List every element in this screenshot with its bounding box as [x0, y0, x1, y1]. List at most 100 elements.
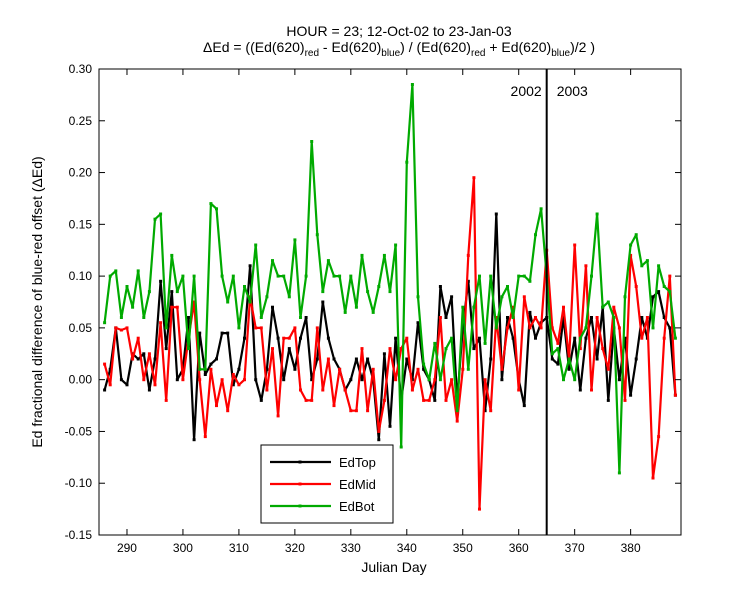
edbot-point [489, 274, 493, 278]
edbot-point [634, 233, 638, 237]
edbot-point [164, 326, 168, 330]
edbot-point [450, 336, 454, 340]
edmid-point [293, 326, 297, 330]
edtop-point [354, 357, 358, 361]
edmid-point [461, 367, 465, 371]
edtop-point [299, 336, 302, 340]
edbot-point [349, 274, 353, 278]
y-tick-label: 0.10 [69, 269, 93, 283]
legend-label-edtop: EdTop [339, 455, 376, 470]
edtop-point [522, 404, 526, 408]
subtitle-part: ΔEd = ((Ed(620) [203, 39, 305, 55]
edbot-point [315, 233, 319, 237]
edbot-point [248, 300, 252, 304]
edbot-point [640, 264, 644, 268]
edbot-point [500, 295, 504, 299]
edtop-point [483, 409, 487, 413]
edbot-point [388, 290, 392, 294]
edtop-point [410, 378, 414, 382]
edbot-point [343, 310, 347, 314]
edbot-point [595, 212, 599, 216]
edtop-point [187, 316, 190, 319]
edmid-point [198, 378, 202, 382]
edtop-point [472, 347, 476, 351]
edtop-point [119, 378, 123, 382]
edtop-point [567, 367, 571, 371]
y-tick-label: 0.20 [69, 166, 93, 180]
chart-subtitle: ΔEd = ((Ed(620)red - Ed(620)blue) / (Ed(… [203, 39, 595, 59]
edbot-point [259, 316, 263, 319]
edbot-point [243, 285, 246, 288]
edmid-point [645, 316, 649, 319]
edmid-point [606, 367, 610, 371]
edbot-point [483, 341, 487, 345]
edtop-point [590, 316, 593, 319]
legend-label-edmid: EdMid [339, 477, 376, 492]
edbot-point [170, 253, 174, 257]
edbot-point [444, 347, 448, 351]
edtop-point [170, 290, 174, 294]
edbot-point [573, 378, 577, 382]
edbot-point [550, 352, 554, 356]
edtop-point [584, 336, 588, 340]
edtop-point [321, 300, 325, 304]
edbot-point [427, 378, 431, 382]
edbot-point [668, 290, 672, 294]
edmid-point [209, 367, 213, 371]
edtop-point [394, 336, 398, 340]
edbot-point [377, 285, 381, 288]
edbot-point [108, 274, 112, 278]
edmid-point [416, 367, 420, 371]
edtop-point [578, 388, 582, 392]
edbot-point [517, 274, 521, 278]
edtop-point [282, 378, 286, 382]
edtop-point [226, 331, 230, 335]
edtop-point [433, 398, 437, 402]
edmid-point [131, 357, 135, 361]
edbot-point [556, 347, 560, 351]
edbot-point [187, 347, 190, 351]
x-tick-label: 370 [565, 541, 585, 555]
edtop-point [366, 357, 370, 361]
edmid-point [164, 398, 168, 402]
edmid-point [259, 326, 263, 330]
edmid-point [534, 316, 537, 319]
edtop-point [506, 316, 509, 319]
edmid-point [220, 378, 224, 382]
x-tick-label: 300 [173, 541, 193, 555]
edtop-point [136, 357, 140, 361]
edmid-point [668, 274, 672, 278]
edtop-point [203, 373, 207, 376]
edmid-point [573, 243, 577, 247]
edmid-point [640, 336, 644, 340]
edtop-point [388, 424, 392, 428]
edbot-point [405, 160, 409, 164]
edbot-point [617, 471, 621, 475]
edbot-point [136, 269, 140, 273]
edbot-point [181, 274, 185, 278]
edtop-point [254, 378, 258, 382]
edbot-point [192, 274, 196, 278]
edmid-point [539, 326, 543, 330]
edbot-point [271, 259, 274, 263]
subtitle-part: red [471, 48, 485, 59]
x-tick-label: 350 [453, 541, 473, 555]
edtop-point [422, 367, 426, 371]
edtop-point [640, 316, 644, 319]
edbot-point [438, 378, 442, 382]
edbot-point [382, 253, 386, 257]
edtop-point [276, 336, 280, 340]
edmid-point [142, 378, 146, 382]
subtitle-part: blue [551, 48, 570, 59]
y-tick-label: -0.10 [65, 476, 93, 490]
edtop-point [617, 378, 621, 382]
edbot-point [662, 285, 666, 288]
edbot-point [103, 321, 107, 325]
edmid-point [159, 321, 163, 325]
edmid-point [170, 305, 174, 309]
edbot-point [606, 300, 610, 304]
edbot-point [131, 305, 135, 309]
edtop-point [528, 310, 532, 314]
